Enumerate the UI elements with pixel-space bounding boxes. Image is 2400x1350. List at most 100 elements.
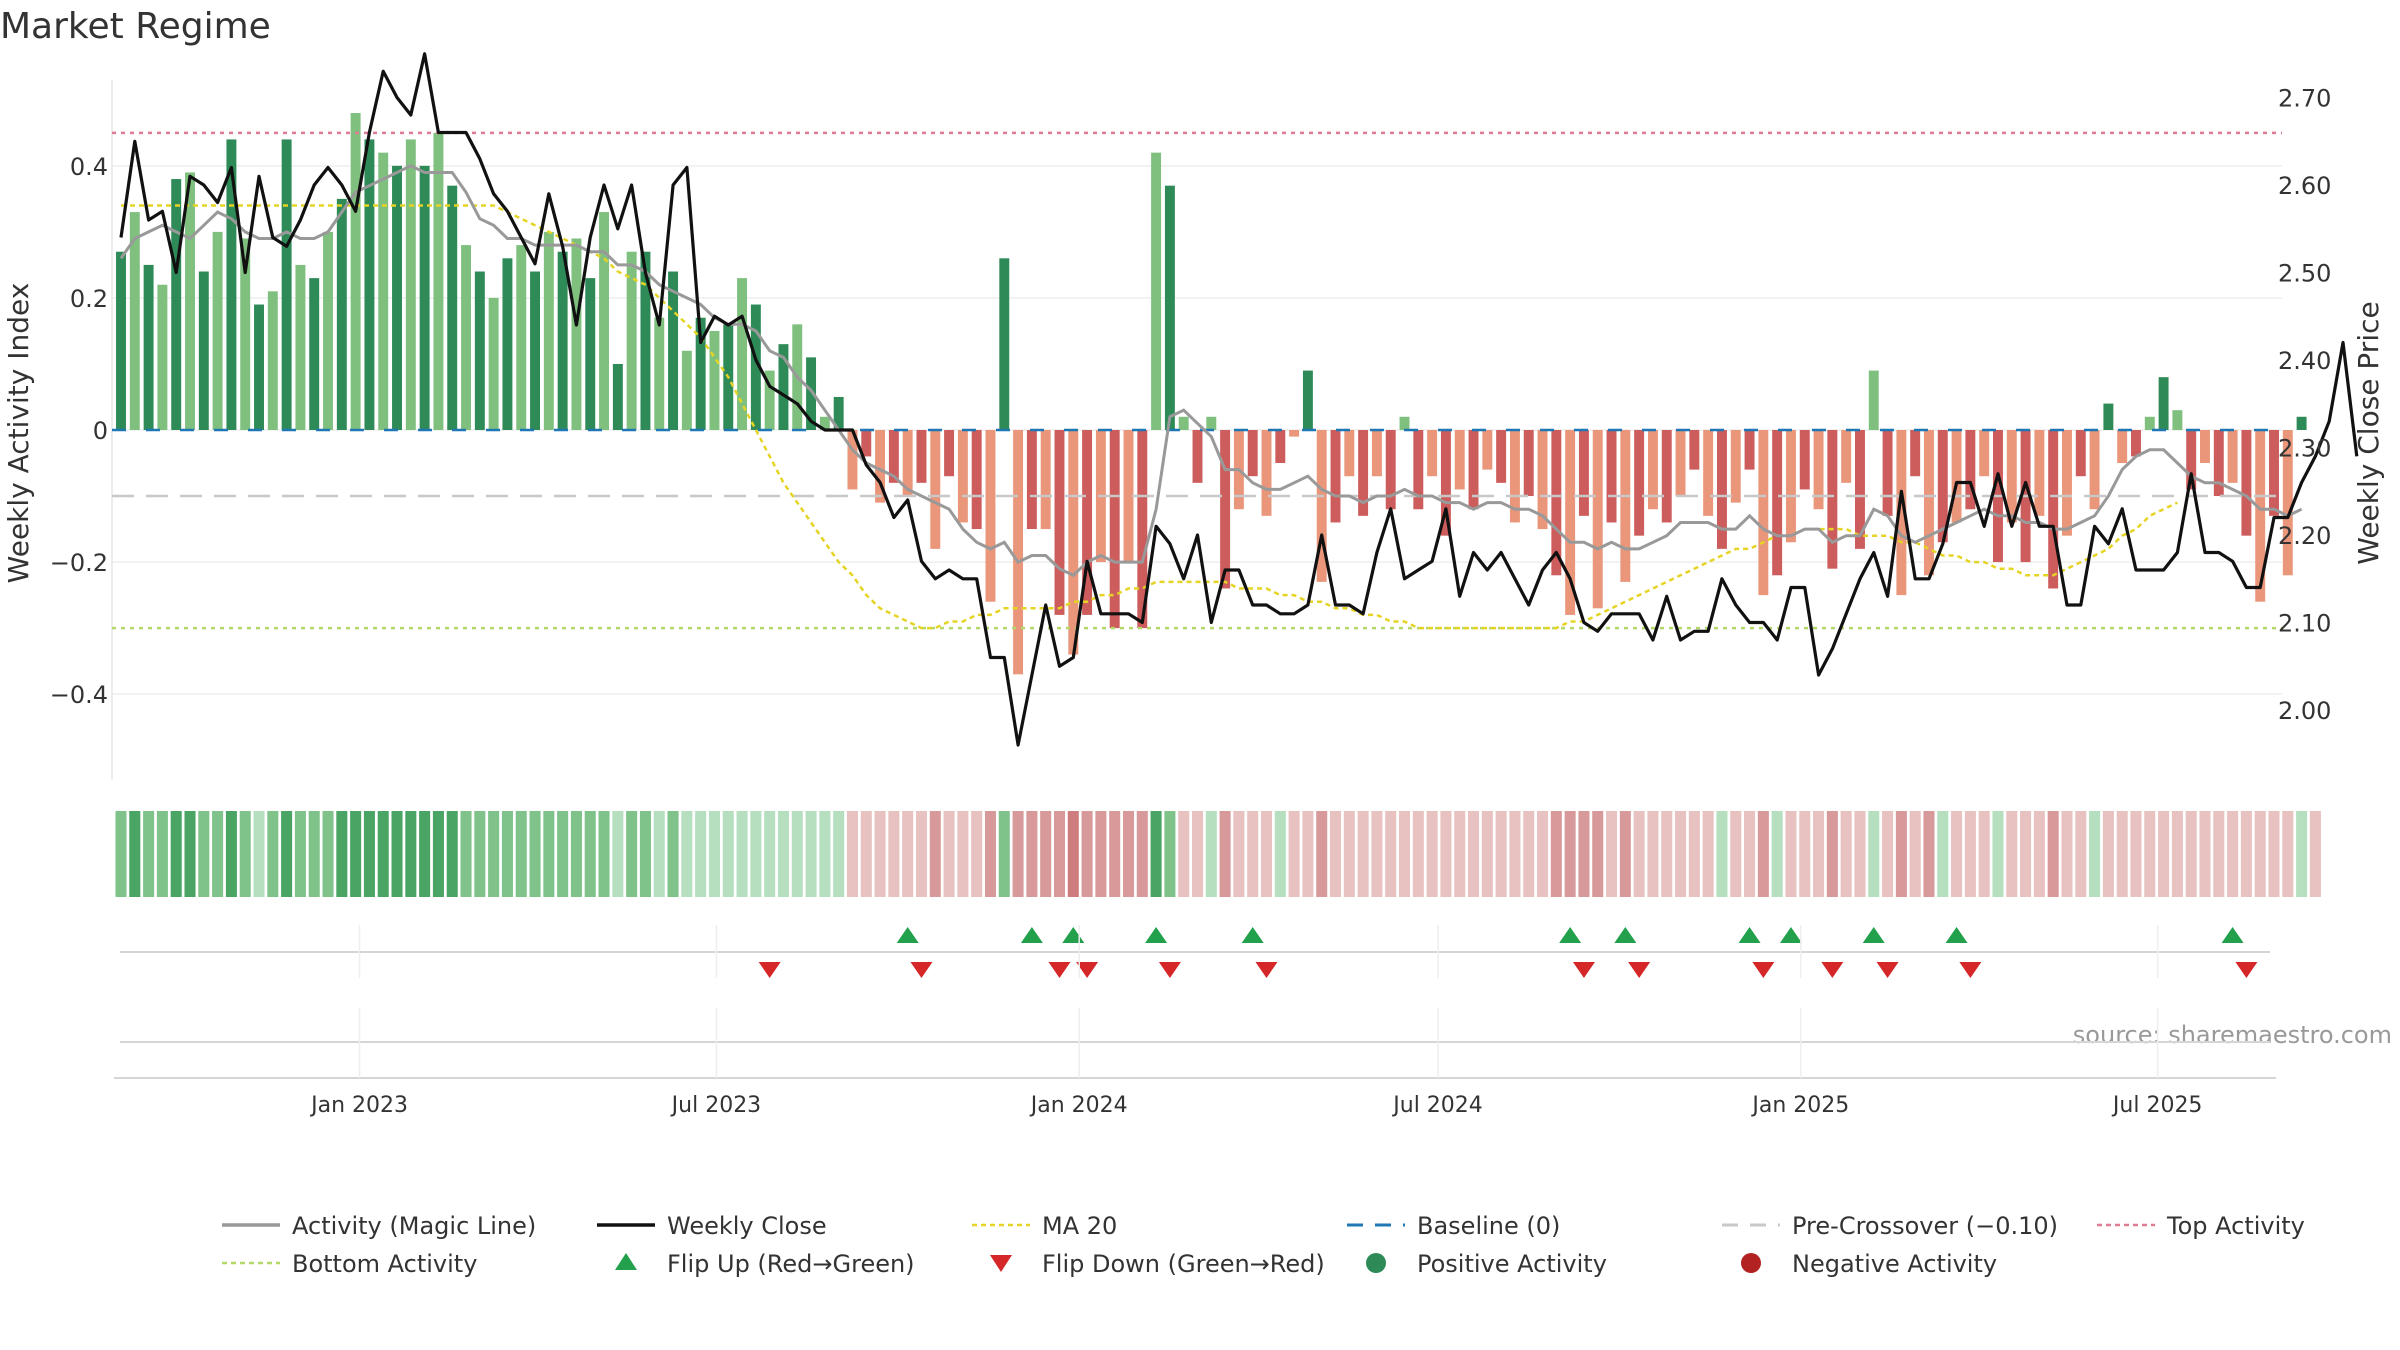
activity-bar [668, 271, 679, 430]
regime-cell [1578, 811, 1590, 897]
flip-up-marker [1559, 927, 1582, 943]
regime-cell [2227, 811, 2239, 897]
flip-down-marker [910, 962, 933, 978]
regime-cell [667, 811, 679, 897]
activity-bar [1703, 430, 1714, 516]
regime-cell [971, 811, 983, 897]
flip-up-marker [1145, 927, 1168, 943]
regime-cell [2185, 811, 2197, 897]
regime-cell [653, 811, 665, 897]
left-axis-label: Weekly Activity Index [2, 283, 35, 584]
regime-cell [681, 811, 693, 897]
regime-cell [1826, 811, 1838, 897]
activity-bar [709, 330, 720, 430]
magic-line [119, 164, 2303, 578]
activity-bar [226, 139, 237, 430]
regime-cell [1357, 811, 1369, 897]
activity-bar [585, 278, 596, 430]
regime-cell [833, 811, 845, 897]
legend-item: Activity (Magic Line) [222, 1212, 536, 1240]
regime-cell [2089, 811, 2101, 897]
activity-bar [1896, 430, 1907, 596]
activity-bar [2269, 430, 2279, 516]
chart-title: Market Regime [0, 6, 271, 47]
regime-cell [2254, 811, 2266, 897]
activity-bar [1578, 430, 1589, 516]
legend-label: Weekly Close [667, 1212, 827, 1240]
activity-bar [198, 271, 209, 430]
regime-cell [2171, 811, 2183, 897]
activity-bar [1716, 430, 1727, 549]
regime-cell [1523, 811, 1535, 897]
regime-cell [253, 811, 265, 897]
activity-bar [502, 258, 513, 430]
legend-item: Flip Up (Red→Green) [615, 1250, 915, 1278]
activity-bar [474, 271, 485, 430]
regime-cell [805, 811, 817, 897]
flip-down-marker [1959, 962, 1982, 978]
activity-bar [2200, 430, 2210, 464]
regime-cell [626, 811, 638, 897]
activity-bar [516, 245, 527, 430]
activity-bar [1965, 430, 1976, 510]
activity-bar [1026, 430, 1037, 530]
activity-bar [281, 139, 292, 430]
activity-bar [806, 357, 817, 430]
regime-cell [1730, 811, 1742, 897]
regime-cell [501, 811, 513, 897]
series-lines [119, 52, 2359, 747]
activity-bar [1123, 430, 1134, 563]
activity-bar [916, 430, 927, 483]
activity-bar [378, 152, 389, 430]
activity-bar [557, 251, 568, 430]
activity-bar [737, 278, 748, 430]
activity-bar [1758, 430, 1769, 596]
right-tick-label: 2.00 [2278, 697, 2331, 725]
regime-cell [1647, 811, 1659, 897]
regime-cell [184, 811, 196, 897]
regime-cell [529, 811, 541, 897]
regime-cell [1937, 811, 1949, 897]
regime-cell [156, 811, 168, 897]
regime-strip [115, 811, 2321, 897]
activity-bar [1137, 430, 1148, 629]
activity-bar [1730, 430, 1741, 503]
activity-bar [1109, 430, 1120, 629]
regime-cell [1136, 811, 1148, 897]
activity-bar [1799, 430, 1810, 490]
activity-bar [1744, 430, 1755, 470]
regime-cell [846, 811, 858, 897]
regime-cell [1619, 811, 1631, 897]
regime-cell [764, 811, 776, 897]
regime-cell [1964, 811, 1976, 897]
legend-label: Negative Activity [1792, 1250, 1997, 1278]
regime-cell [460, 811, 472, 897]
regime-cell [225, 811, 237, 897]
activity-bar [2241, 430, 2252, 536]
x-tick-label: Jan 2023 [309, 1093, 408, 1118]
regime-cell [170, 811, 182, 897]
regime-cell [336, 811, 348, 897]
activity-bar [1785, 430, 1796, 543]
legend-swatch [1366, 1253, 1386, 1273]
regime-cell [1495, 811, 1507, 897]
regime-cell [2020, 811, 2032, 897]
regime-cell [750, 811, 762, 897]
regime-cell [1882, 811, 1894, 897]
regime-cell [584, 811, 596, 897]
regime-cell [322, 811, 334, 897]
activity-bar [2034, 430, 2045, 516]
right-tick-label: 2.70 [2278, 85, 2331, 113]
flip-up-marker [896, 927, 919, 943]
flip-down-marker [1752, 962, 1775, 978]
legend-swatch [1741, 1253, 1761, 1273]
activity-bar [1537, 430, 1548, 530]
activity-bar [240, 238, 251, 430]
activity-bar [2131, 430, 2141, 457]
regime-cell [1329, 811, 1342, 897]
activity-bar [2103, 403, 2114, 430]
regime-cell [1716, 811, 1728, 897]
regime-cell [1978, 811, 1990, 897]
activity-bar [530, 271, 541, 430]
regime-cell [1398, 811, 1411, 897]
